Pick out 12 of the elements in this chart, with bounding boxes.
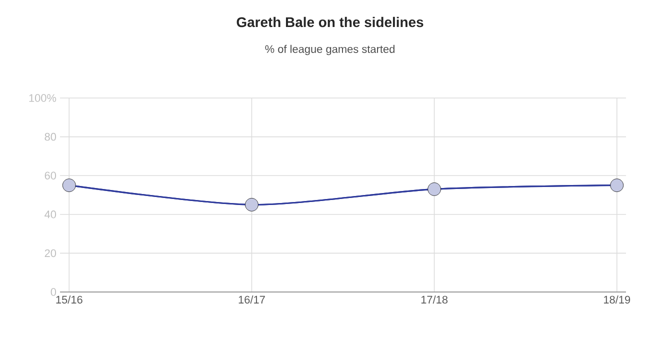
y-tick-label: 60 — [44, 172, 56, 180]
x-tick-label: 18/19 — [604, 296, 630, 304]
y-tick-label: 100% — [29, 94, 56, 102]
chart-subtitle: % of league games started — [265, 44, 394, 56]
x-tick-label: 17/18 — [421, 296, 448, 304]
y-tick-label: 0 — [50, 288, 56, 296]
y-tick-label: 80 — [44, 132, 56, 141]
y-tick-label: 40 — [44, 210, 56, 218]
x-tick-label: 16/17 — [238, 296, 265, 304]
x-tick-label: 15/16 — [56, 296, 82, 304]
chart-title: Gareth Bale on the sidelines — [236, 16, 424, 28]
y-tick-label: 20 — [44, 249, 56, 258]
